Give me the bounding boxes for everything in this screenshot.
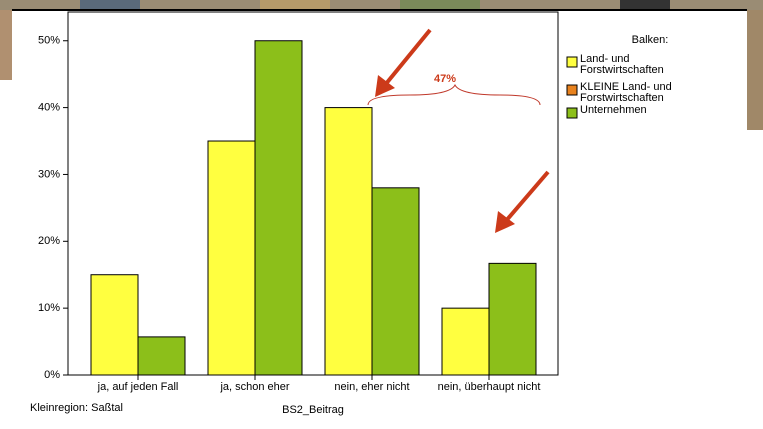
legend-line: Land- und — [580, 53, 630, 65]
bar — [254, 40, 303, 376]
y-tick-label: 50% — [38, 35, 60, 47]
footer: Kleinregion: Saßtal — [30, 402, 123, 414]
x-tick-label: ja, schon eher — [219, 381, 289, 393]
legend-label: Unternehmen — [580, 104, 647, 116]
annotation: 47% — [434, 73, 456, 85]
legend-title: Balken: — [632, 34, 669, 46]
bar — [90, 274, 139, 376]
legend-swatch — [566, 107, 578, 119]
bar — [137, 336, 186, 376]
bar — [371, 187, 420, 376]
bar — [488, 262, 537, 376]
bar — [441, 307, 490, 376]
x-tick-label: ja, auf jeden Fall — [97, 381, 179, 393]
y-tick-label: 0% — [44, 369, 60, 381]
bar — [324, 107, 373, 376]
x-tick-label: nein, überhaupt nicht — [438, 381, 541, 393]
x-tick-label: nein, eher nicht — [334, 381, 409, 393]
legend-line: Forstwirtschaften — [580, 64, 664, 76]
legend-label: KLEINE Land- und Forstwirtschaften — [580, 81, 672, 104]
legend-swatch — [566, 56, 578, 68]
y-tick-label: 20% — [38, 235, 60, 247]
legend-label: Land- und Forstwirtschaften — [580, 53, 664, 76]
x-axis-label: BS2_Beitrag — [282, 404, 344, 416]
legend-swatch — [566, 84, 578, 96]
bar — [207, 140, 256, 376]
legend-line: KLEINE Land- und — [580, 81, 672, 93]
y-tick-label: 10% — [38, 302, 60, 314]
y-tick-label: 40% — [38, 102, 60, 114]
legend-line: Forstwirtschaften — [580, 92, 664, 104]
annotation-marks — [367, 28, 550, 233]
y-tick-label: 30% — [38, 168, 60, 180]
